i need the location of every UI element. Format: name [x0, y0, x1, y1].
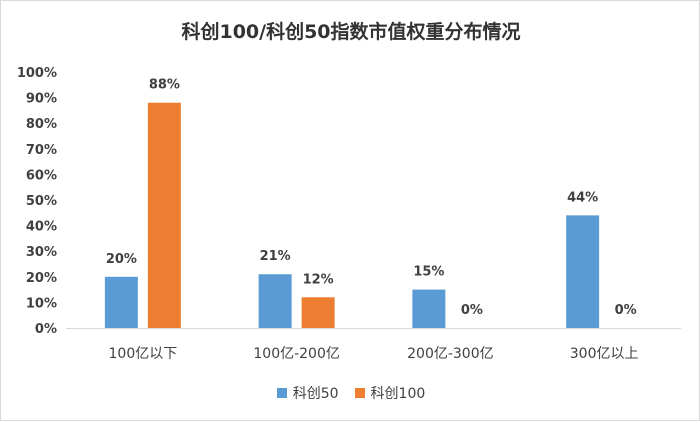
- y-tick-label: 0%: [35, 322, 57, 337]
- data-label: 44%: [567, 190, 598, 205]
- y-tick-label: 100%: [17, 66, 57, 81]
- data-label: 20%: [106, 252, 137, 267]
- legend: 科创50 科创100: [1, 383, 699, 403]
- legend-label-0: 科创50: [292, 386, 339, 402]
- bar-kc50: [258, 274, 292, 328]
- data-label: 21%: [260, 249, 291, 264]
- bar-kc50: [412, 289, 446, 328]
- x-category-label: 300亿以上: [570, 346, 639, 362]
- bar-kc50: [566, 215, 600, 328]
- x-category-label: 200亿-300亿: [407, 346, 494, 362]
- y-tick-label: 30%: [26, 245, 57, 260]
- chart-title: 科创100/科创50指数市值权重分布情况: [181, 21, 521, 43]
- y-tick-label: 60%: [26, 168, 57, 183]
- bar-kc100: [301, 297, 335, 328]
- bar-kc50: [104, 276, 138, 328]
- x-category-label: 100亿-200亿: [253, 346, 340, 362]
- y-tick-label: 40%: [26, 220, 57, 235]
- y-tick-label: 50%: [26, 194, 57, 209]
- data-label: 0%: [615, 303, 637, 318]
- legend-swatch-1: [354, 388, 365, 398]
- data-label: 88%: [149, 78, 180, 93]
- data-label: 12%: [303, 272, 334, 287]
- bar-kc100: [147, 102, 181, 328]
- data-label: 0%: [461, 303, 483, 318]
- x-category-label: 100亿以下: [109, 346, 178, 362]
- y-tick-label: 80%: [26, 117, 57, 132]
- legend-swatch-0: [276, 388, 287, 398]
- y-tick-label: 70%: [26, 143, 57, 158]
- legend-label-1: 科创100: [370, 386, 426, 402]
- data-label: 15%: [413, 265, 444, 280]
- y-tick-label: 10%: [26, 296, 57, 311]
- y-tick-label: 90%: [26, 92, 57, 107]
- legend-item-0: 科创50: [276, 383, 339, 403]
- y-tick-label: 20%: [26, 271, 57, 286]
- legend-item-1: 科创100: [354, 383, 426, 403]
